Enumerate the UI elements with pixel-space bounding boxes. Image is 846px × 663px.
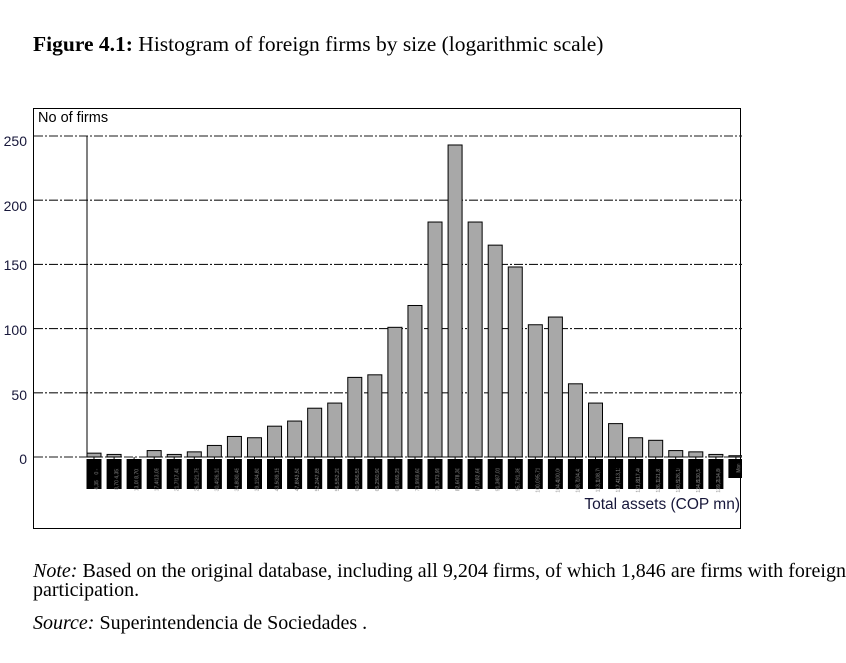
svg-text:0 -: 0 -	[94, 468, 100, 474]
